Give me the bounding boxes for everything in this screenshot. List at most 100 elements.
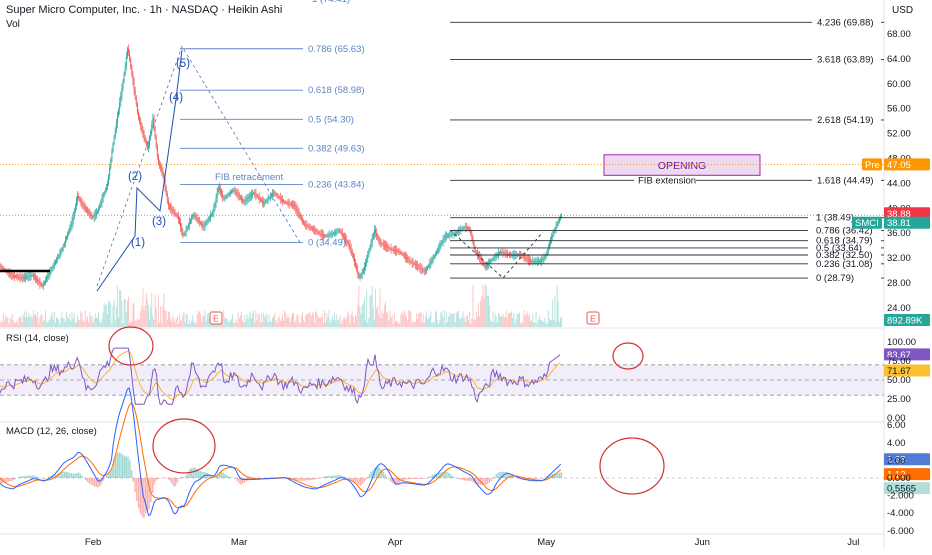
macd-histogram-bar: [231, 477, 232, 478]
candle-body: [190, 220, 191, 222]
rsi-tick-label: 50.00: [887, 375, 911, 386]
candle-body: [139, 118, 140, 122]
volume-bar: [249, 316, 250, 327]
volume-bar: [540, 320, 541, 327]
macd-histogram-bar: [152, 478, 153, 493]
volume-bar: [501, 316, 502, 327]
volume-bar: [280, 321, 281, 327]
fib-extension-title: FIB extension: [638, 175, 696, 186]
volume-bars: [0, 285, 562, 327]
volume-bar: [456, 313, 457, 327]
time-tick-label: Jul: [847, 537, 859, 548]
candle-body: [8, 272, 9, 273]
volume-bar: [331, 320, 332, 327]
volume-bar: [109, 301, 110, 327]
volume-bar: [315, 311, 316, 327]
volume-bar: [201, 322, 202, 327]
macd-histogram-bar: [557, 473, 558, 478]
candle-body: [83, 204, 84, 206]
macd-histogram-bar: [305, 478, 306, 481]
candle-body: [325, 236, 326, 237]
volume-bar: [489, 305, 490, 327]
volume-bar: [190, 324, 191, 327]
volume-bar: [165, 310, 166, 327]
volume-bar: [550, 321, 551, 327]
candle-body: [504, 253, 505, 254]
macd-histogram-bar: [469, 478, 470, 481]
macd-histogram-bar: [43, 478, 44, 479]
volume-bar: [151, 293, 152, 327]
candle-body: [391, 249, 392, 250]
candle-body: [188, 225, 189, 227]
candle-body: [367, 255, 368, 259]
candle-body: [80, 200, 81, 202]
candle-body: [272, 194, 273, 195]
volume-bar: [62, 311, 63, 327]
volume-bar: [70, 321, 71, 327]
macd-histogram-bar: [89, 478, 90, 483]
candle-body: [356, 266, 357, 270]
volume-bar: [200, 314, 201, 327]
candle-body: [166, 187, 167, 194]
fib-extension-label: 0.236 (31.08): [816, 259, 873, 270]
volume-bar: [223, 310, 224, 327]
macd-histogram-bar: [224, 474, 225, 478]
volume-bar: [342, 320, 343, 327]
candle-body: [434, 256, 435, 258]
macd-histogram-bar: [85, 478, 86, 480]
candle-body: [156, 137, 157, 147]
volume-bar: [46, 324, 47, 327]
candle-body: [507, 254, 508, 255]
candle-body: [489, 262, 490, 263]
volume-bar: [362, 305, 363, 327]
macd-histogram-bar: [483, 478, 484, 485]
candle-body: [457, 232, 458, 233]
volume-bar: [14, 323, 15, 327]
volume-bar: [95, 313, 96, 327]
volume-bar: [10, 318, 11, 327]
volume-bar: [316, 312, 317, 327]
volume-bar: [91, 315, 92, 327]
candle-body: [10, 273, 11, 274]
candle-body: [140, 122, 141, 126]
candle-body: [276, 195, 277, 196]
volume-bar: [307, 314, 308, 327]
volume-bar: [461, 317, 462, 327]
macd-histogram-bar: [194, 468, 195, 478]
volume-bar: [324, 310, 325, 327]
volume-bar: [484, 298, 485, 327]
candle-body: [182, 231, 183, 235]
candle-body: [254, 193, 255, 194]
volume-bar: [67, 316, 68, 327]
volume-bar: [38, 323, 39, 327]
price-tick-label: 32.00: [887, 253, 911, 264]
macd-histogram-bar: [80, 474, 81, 478]
macd-histogram-bar: [182, 477, 183, 478]
candle-body: [62, 249, 63, 251]
volume-bar: [455, 322, 456, 327]
volume-bar: [23, 315, 24, 327]
macd-histogram-bar: [346, 477, 347, 478]
candle-body: [369, 247, 370, 251]
candle-body: [259, 197, 260, 198]
volume-bar: [450, 315, 451, 327]
fib-retracement-label: 0.236 (43.84): [308, 179, 365, 190]
volume-bar: [344, 317, 345, 327]
candle-body: [227, 196, 228, 197]
volume-bar: [149, 320, 150, 327]
volume-bar: [65, 322, 66, 327]
macd-histogram-bar: [334, 476, 335, 478]
candle-body: [418, 266, 419, 267]
candle-body: [48, 274, 49, 276]
fib-retracement-label: 0.5 (54.30): [308, 114, 354, 125]
candle-body: [322, 235, 323, 236]
candle-body: [251, 195, 252, 196]
candle-body: [274, 193, 275, 194]
volume-bar: [284, 310, 285, 327]
candle-body: [498, 254, 499, 255]
volume-bar: [245, 321, 246, 327]
candle-body: [428, 265, 429, 267]
macd-histogram-bar: [198, 470, 199, 478]
